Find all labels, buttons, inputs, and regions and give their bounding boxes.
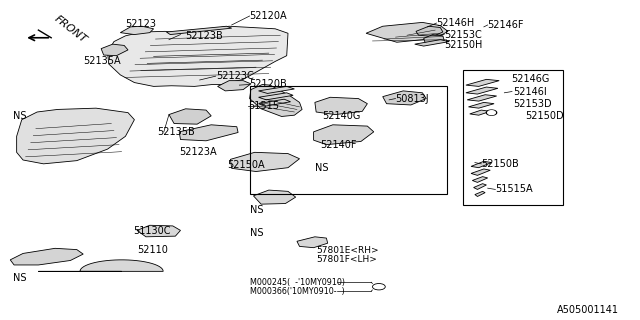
Text: 52150D: 52150D — [525, 111, 563, 122]
Polygon shape — [314, 125, 374, 145]
Text: 51515: 51515 — [248, 101, 279, 111]
Polygon shape — [297, 237, 328, 248]
Text: 52123A: 52123A — [179, 147, 217, 157]
Polygon shape — [466, 79, 499, 86]
Text: NS: NS — [315, 163, 328, 173]
Bar — [250, 86, 447, 194]
Text: 52123: 52123 — [125, 19, 156, 29]
Polygon shape — [472, 177, 488, 182]
Polygon shape — [250, 84, 302, 116]
Polygon shape — [415, 40, 449, 46]
Text: 50813J: 50813J — [396, 93, 429, 104]
Polygon shape — [471, 161, 492, 168]
Text: 52146H: 52146H — [436, 18, 475, 28]
Text: 52140F: 52140F — [320, 140, 356, 150]
Polygon shape — [470, 110, 490, 115]
Polygon shape — [471, 169, 490, 175]
Text: 57801E<RH>: 57801E<RH> — [316, 246, 379, 255]
Text: 51515A: 51515A — [495, 184, 533, 195]
Ellipse shape — [49, 139, 67, 145]
Text: NS: NS — [13, 111, 26, 121]
Polygon shape — [468, 102, 494, 108]
Text: NS: NS — [13, 273, 26, 284]
Polygon shape — [230, 152, 300, 172]
Polygon shape — [137, 225, 180, 237]
Ellipse shape — [331, 104, 345, 109]
Text: 52135A: 52135A — [83, 56, 121, 66]
Polygon shape — [218, 81, 251, 91]
Text: NS: NS — [250, 205, 263, 215]
Polygon shape — [315, 97, 367, 115]
Polygon shape — [179, 125, 238, 141]
Polygon shape — [17, 108, 134, 164]
Text: 52120B: 52120B — [250, 79, 287, 90]
Text: NS: NS — [250, 228, 263, 238]
Bar — [463, 70, 563, 205]
Ellipse shape — [70, 133, 84, 138]
Text: 52146G: 52146G — [511, 74, 549, 84]
Polygon shape — [259, 93, 293, 100]
Polygon shape — [259, 86, 294, 93]
Polygon shape — [475, 191, 485, 196]
Text: M000245(  -'10MY0910): M000245( -'10MY0910) — [250, 278, 344, 287]
Polygon shape — [416, 26, 443, 36]
Polygon shape — [366, 22, 448, 42]
Polygon shape — [259, 99, 291, 106]
Polygon shape — [10, 248, 83, 265]
Polygon shape — [169, 109, 211, 124]
Polygon shape — [38, 260, 163, 271]
Text: 52140G: 52140G — [323, 111, 361, 122]
Polygon shape — [474, 184, 486, 189]
Text: M000366('10MY0910-  ): M000366('10MY0910- ) — [250, 287, 344, 296]
Ellipse shape — [39, 148, 51, 152]
Circle shape — [488, 111, 495, 115]
Polygon shape — [101, 44, 128, 56]
Text: 52123B: 52123B — [186, 31, 223, 41]
Text: 52120A: 52120A — [250, 11, 287, 21]
Polygon shape — [466, 87, 498, 94]
Polygon shape — [424, 35, 444, 44]
Text: 52135B: 52135B — [157, 127, 195, 138]
Text: 52150H: 52150H — [444, 40, 483, 51]
Text: 52153C: 52153C — [444, 29, 482, 40]
Circle shape — [486, 110, 497, 115]
Text: 52146I: 52146I — [513, 86, 547, 97]
Text: A505001141: A505001141 — [557, 305, 619, 315]
Polygon shape — [166, 26, 232, 35]
Polygon shape — [108, 26, 288, 86]
Polygon shape — [253, 190, 296, 204]
Text: 52153D: 52153D — [513, 99, 552, 109]
Polygon shape — [120, 26, 154, 35]
Text: 52110: 52110 — [137, 245, 168, 255]
Text: 52123C: 52123C — [216, 71, 254, 81]
Text: 57801F<LH>: 57801F<LH> — [316, 255, 377, 264]
Polygon shape — [383, 91, 426, 105]
Text: 52150B: 52150B — [481, 159, 519, 169]
Text: 51130C: 51130C — [133, 226, 171, 236]
Text: 52146F: 52146F — [488, 20, 524, 30]
Text: FRONT: FRONT — [52, 14, 88, 45]
Text: 52150A: 52150A — [227, 160, 265, 170]
Polygon shape — [467, 95, 497, 101]
